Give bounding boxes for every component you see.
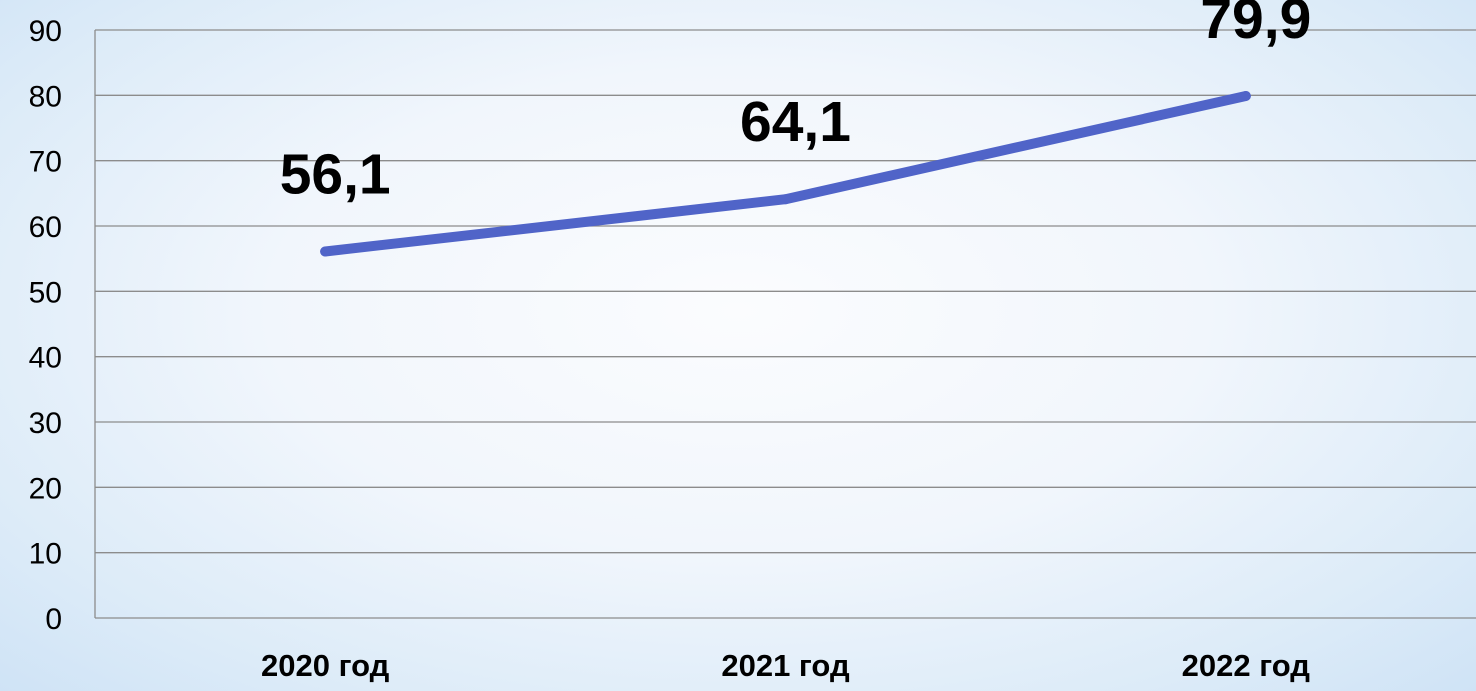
y-tick-label: 0 bbox=[45, 603, 62, 636]
y-tick-label: 30 bbox=[29, 407, 62, 440]
x-category-label: 2022 год bbox=[1182, 648, 1311, 683]
y-tick-label: 50 bbox=[29, 276, 62, 309]
data-label: 56,1 bbox=[280, 142, 391, 206]
x-category-label: 2021 год bbox=[721, 648, 850, 683]
series-lines bbox=[320, 90, 1251, 257]
x-category-label: 2020 год bbox=[261, 648, 390, 683]
data-labels: 56,1 64,1 79,9 bbox=[280, 0, 1312, 206]
data-label: 64,1 bbox=[740, 90, 851, 154]
y-axis-tick-labels: 0 10 20 30 40 50 60 70 80 90 bbox=[29, 15, 62, 636]
data-point bbox=[1240, 90, 1251, 101]
data-point bbox=[320, 246, 331, 257]
data-point bbox=[780, 194, 791, 205]
x-axis-category-labels: 2020 год 2021 год 2022 год bbox=[261, 648, 1310, 683]
y-tick-label: 80 bbox=[29, 80, 62, 113]
gridlines bbox=[95, 29, 1476, 554]
y-tick-label: 20 bbox=[29, 472, 62, 505]
y-tick-label: 10 bbox=[29, 538, 62, 571]
axes bbox=[94, 30, 1476, 619]
y-tick-label: 90 bbox=[29, 15, 62, 48]
y-tick-label: 70 bbox=[29, 146, 62, 179]
y-tick-label: 40 bbox=[29, 342, 62, 375]
data-label: 79,9 bbox=[1200, 0, 1311, 51]
y-tick-label: 60 bbox=[29, 211, 62, 244]
